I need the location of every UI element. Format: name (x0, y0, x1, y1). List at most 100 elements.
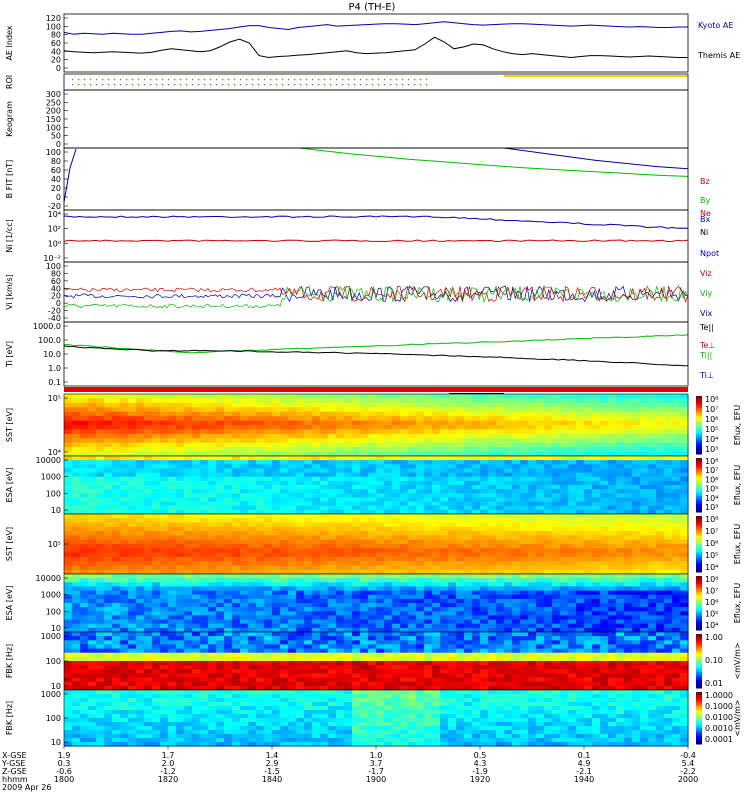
heatmap-cell (616, 535, 625, 540)
heatmap-cell (680, 421, 689, 426)
heatmap-cell (344, 506, 353, 511)
heatmap-cell (200, 632, 209, 637)
heatmap-cell (352, 460, 361, 465)
heatmap-cell (656, 398, 665, 403)
heatmap-cell (464, 620, 473, 625)
heatmap-cell (552, 438, 561, 443)
heatmap-cell (456, 394, 465, 399)
heatmap-cell (96, 481, 105, 486)
heatmap-cell (328, 615, 337, 620)
heatmap-cell (400, 497, 409, 502)
heatmap-cell (544, 497, 553, 502)
heatmap-cell (568, 485, 577, 490)
heatmap-cell (104, 620, 113, 625)
heatmap-cell (296, 493, 305, 498)
heatmap-cell (384, 624, 393, 629)
heatmap-cell (560, 434, 569, 439)
heatmap-cell (136, 640, 145, 645)
heatmap-cell (248, 591, 257, 596)
heatmap-cell (200, 603, 209, 608)
heatmap-cell (568, 502, 577, 507)
heatmap-cell (576, 565, 585, 570)
heatmap-cell (296, 477, 305, 482)
heatmap-cell (416, 481, 425, 486)
heatmap-cell (656, 615, 665, 620)
heatmap-cell (280, 502, 289, 507)
heatmap-cell (224, 561, 233, 566)
heatmap-cell (136, 535, 145, 540)
legend-label: Ti|| (699, 351, 712, 360)
heatmap-cell (88, 502, 97, 507)
heatmap-cell (328, 603, 337, 608)
roi-mark (294, 79, 295, 80)
heatmap-cell (304, 394, 313, 399)
heatmap-cell (224, 421, 233, 426)
series-line (64, 240, 688, 242)
heatmap-cell (88, 636, 97, 641)
heatmap-cell (136, 502, 145, 507)
heatmap-cell (632, 489, 641, 494)
heatmap-cell (152, 615, 161, 620)
heatmap-cell (528, 403, 537, 408)
heatmap-cell (640, 595, 649, 600)
heatmap-cell (656, 611, 665, 616)
heatmap-cell (248, 561, 257, 566)
heatmap-cell (496, 620, 505, 625)
heatmap-cell (640, 438, 649, 443)
heatmap-cell (80, 657, 89, 662)
heatmap-cell (608, 425, 617, 430)
heatmap-cell (648, 497, 657, 502)
heatmap-cell (400, 599, 409, 604)
heatmap-cell (328, 473, 337, 478)
heatmap-cell (64, 438, 73, 443)
heatmap-cell (80, 460, 89, 465)
heatmap-cell (656, 497, 665, 502)
roi-mark (504, 75, 688, 77)
roi-mark (222, 84, 223, 85)
heatmap-cell (352, 456, 361, 461)
heatmap-cell (312, 514, 321, 519)
heatmap-cell (280, 578, 289, 583)
heatmap-cell (144, 485, 153, 490)
roi-mark (198, 79, 199, 80)
heatmap-cell (176, 460, 185, 465)
heatmap-cell (456, 540, 465, 545)
heatmap-cell (208, 624, 217, 629)
heatmap-cell (320, 582, 329, 587)
roi-mark (240, 84, 241, 85)
heatmap-cell (456, 481, 465, 486)
heatmap-cell (328, 429, 337, 434)
heatmap-cell (640, 607, 649, 612)
heatmap-cell (560, 485, 569, 490)
heatmap-cell (456, 611, 465, 616)
roi-mark (198, 84, 199, 85)
heatmap-cell (664, 514, 673, 519)
heatmap-cell (152, 473, 161, 478)
heatmap-cell (568, 477, 577, 482)
heatmap-cell (576, 578, 585, 583)
roi-mark (270, 79, 271, 80)
heatmap-cell (360, 540, 369, 545)
heatmap-cell (384, 464, 393, 469)
heatmap-cell (584, 485, 593, 490)
heatmap-cell (272, 624, 281, 629)
heatmap-cell (584, 620, 593, 625)
heatmap-cell (448, 514, 457, 519)
heatmap-cell (240, 412, 249, 417)
heatmap-cell (600, 586, 609, 591)
heatmap-cell (200, 578, 209, 583)
heatmap-cell (520, 557, 529, 562)
heatmap-cell (544, 468, 553, 473)
heatmap-cell (672, 523, 681, 528)
heatmap-cell (128, 485, 137, 490)
colorbar-tick-label: 10⁶ (705, 598, 718, 607)
heatmap-cell (320, 429, 329, 434)
heatmap-cell (216, 506, 225, 511)
heatmap-cell (224, 620, 233, 625)
heatmap-cell (120, 644, 129, 649)
heatmap-cell (536, 425, 545, 430)
heatmap-cell (272, 502, 281, 507)
heatmap-cell (400, 403, 409, 408)
heatmap-cell (632, 527, 641, 532)
heatmap-cell (440, 574, 449, 579)
